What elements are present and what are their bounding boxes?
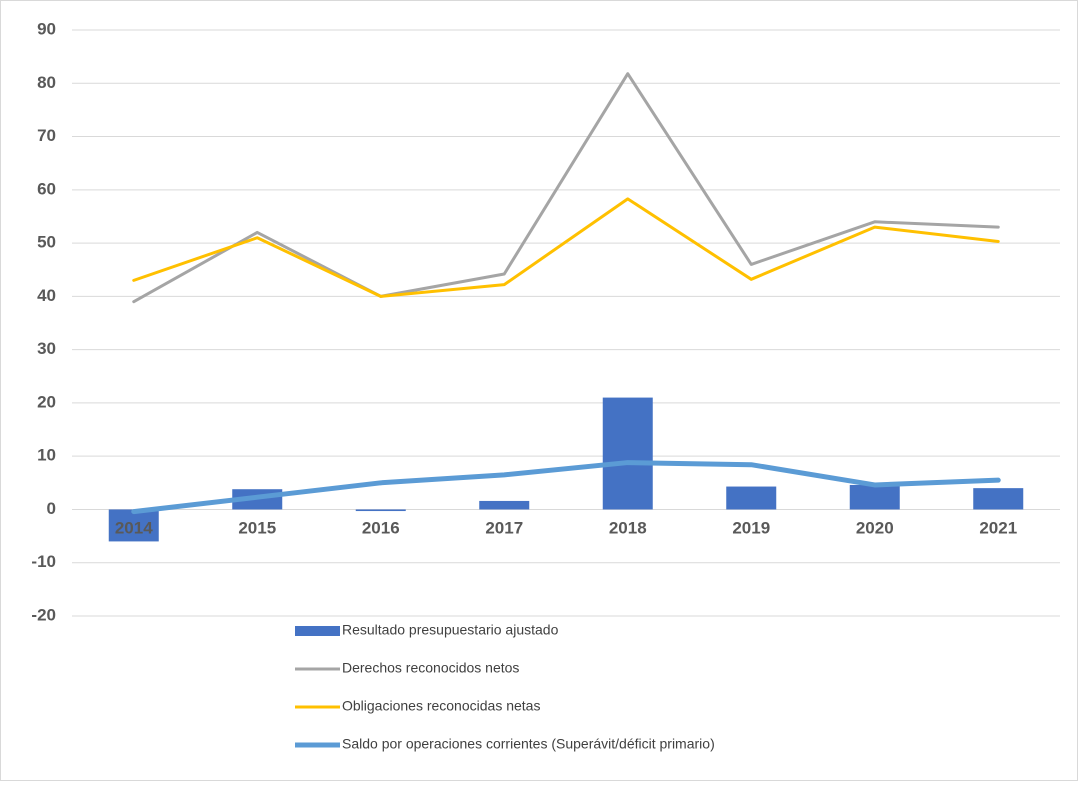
y-tick-label: 10 [37,446,56,465]
y-tick-label: 90 [37,19,56,38]
legend-swatch [295,626,340,636]
bar [849,484,900,510]
legend-label: Derechos reconocidos netos [342,660,519,676]
line [131,460,1001,515]
y-tick-label: -20 [31,605,56,624]
bar [108,509,159,542]
x-tick-label: 2016 [362,518,400,537]
y-tick-label: -10 [31,552,56,571]
x-tick-label: 2021 [979,518,1017,537]
bar [726,486,777,510]
line [132,72,1000,304]
legend-label: Obligaciones reconocidas netas [342,698,540,714]
bar [479,500,530,510]
y-tick-label: 20 [37,392,56,411]
y-tick-label: 80 [37,73,56,92]
x-tick-label: 2020 [856,518,894,537]
y-tick-label: 30 [37,339,56,358]
bar [602,397,653,510]
y-tick-label: 70 [37,126,56,145]
bar [355,509,406,512]
y-tick-label: 60 [37,179,56,198]
legend-label: Saldo por operaciones corrientes (Superá… [342,736,715,752]
legend-label: Resultado presupuestario ajustado [342,622,559,638]
x-tick-label: 2018 [609,518,647,537]
x-tick-label: 2019 [732,518,770,537]
x-tick-label: 2014 [115,518,153,537]
line [132,197,1000,298]
x-tick-label: 2015 [238,518,276,537]
y-tick-label: 50 [37,233,56,252]
bar [973,488,1024,510]
y-tick-label: 0 [47,499,56,518]
x-tick-label: 2017 [485,518,523,537]
y-tick-label: 40 [37,286,56,305]
